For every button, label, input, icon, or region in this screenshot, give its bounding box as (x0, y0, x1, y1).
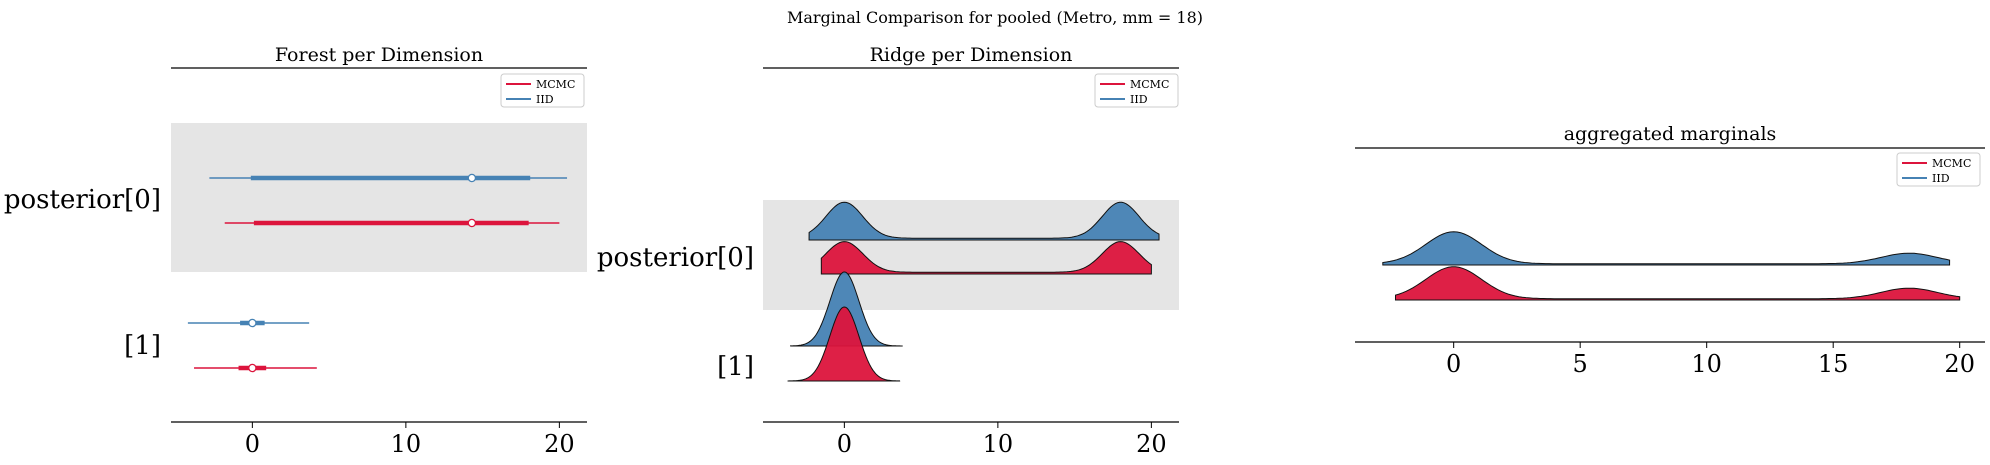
aggregated-x-tick-label-3: 15 (1818, 350, 1849, 378)
forest-x-tick-label-0: 0 (245, 430, 260, 458)
ridge-row-label-1: [1] (717, 352, 754, 382)
figure-suptitle: Marginal Comparison for pooled (Metro, m… (787, 8, 1203, 27)
forest-band-0 (171, 123, 587, 272)
ridge-x-tick-label-2: 20 (1136, 430, 1167, 458)
aggregated-legend: MCMC IID (1896, 152, 1981, 187)
ridge-row-label-0: posterior[0] (597, 243, 754, 273)
aggregated-density-0 (1382, 231, 1951, 266)
ridge-legend-label-0: MCMC (1130, 78, 1169, 91)
aggregated-legend-label-0: MCMC (1932, 157, 1971, 170)
aggregated-x-tick-label-0: 0 (1446, 350, 1461, 378)
aggregated-x-tick-label-1: 5 (1573, 350, 1588, 378)
forest-panel: Forest per Dimension MCMC IID posterior[0… (4, 44, 587, 458)
aggregated-panel-title: aggregated marginals (1564, 123, 1777, 145)
forest-point-0-1 (467, 218, 477, 228)
ridge-panel-title: Ridge per Dimension (870, 44, 1073, 66)
forest-point-1-1 (248, 363, 257, 373)
forest-row-label-1: [1] (124, 331, 161, 361)
ridge-density-0-1 (820, 241, 1152, 275)
forest-legend-label-0: MCMC (536, 78, 575, 91)
ridge-panel: Ridge per Dimension MCMC IID posterior[0]… (597, 44, 1179, 458)
forest-legend: MCMC IID (500, 73, 585, 108)
ridge-legend-label-1: IID (1130, 93, 1148, 106)
aggregated-density-1 (1394, 266, 1961, 301)
aggregated-x-tick-label-4: 20 (1944, 350, 1975, 378)
ridge-density-1-1 (787, 306, 901, 382)
aggregated-x-tick-label-2: 10 (1691, 350, 1722, 378)
forest-legend-label-1: IID (536, 93, 554, 106)
ridge-legend: MCMC IID (1094, 73, 1179, 108)
ridge-x-tick-label-0: 0 (837, 430, 852, 458)
forest-x-tick-label-1: 10 (391, 430, 422, 458)
forest-point-1-0 (248, 318, 257, 328)
ridge-density-0-0 (808, 201, 1160, 241)
aggregated-panel: aggregated marginals MCMC IID 0 5 10 15 20 (1355, 123, 1985, 378)
forest-panel-title: Forest per Dimension (275, 44, 483, 66)
ridge-x-tick-label-1: 10 (983, 430, 1014, 458)
forest-point-0-0 (467, 173, 477, 183)
forest-row-label-0: posterior[0] (4, 185, 161, 215)
forest-x-tick-label-2: 20 (544, 430, 575, 458)
aggregated-legend-label-1: IID (1932, 172, 1950, 185)
